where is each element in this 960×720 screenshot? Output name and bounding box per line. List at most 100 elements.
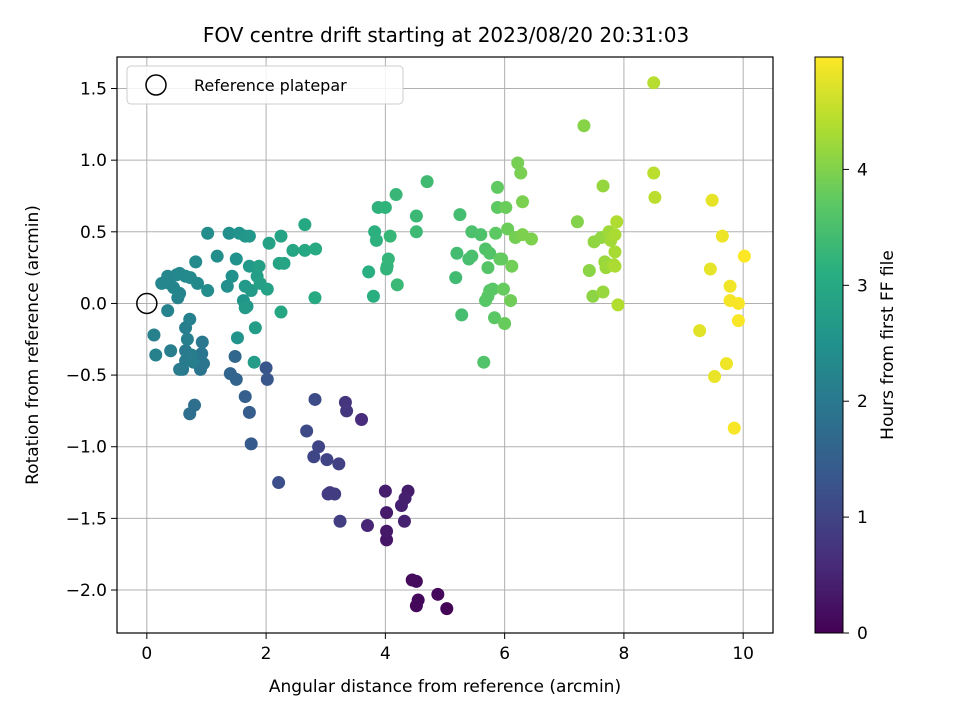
colorbar-tick-label: 3 — [857, 276, 868, 296]
data-point — [495, 252, 509, 266]
data-point — [308, 291, 322, 305]
data-point — [481, 261, 495, 275]
x-tick-label: 10 — [732, 644, 754, 664]
data-point — [389, 188, 403, 202]
x-axis-ticks: 0 2 4 6 8 10 — [141, 633, 754, 664]
data-point — [608, 259, 622, 273]
y-tick-label: 0.5 — [80, 223, 107, 243]
data-point — [477, 355, 491, 369]
data-point — [647, 76, 661, 90]
y-tick-label: 1.0 — [80, 151, 107, 171]
data-point — [230, 331, 244, 345]
data-point — [524, 232, 538, 246]
data-point — [449, 271, 463, 285]
data-point — [420, 175, 434, 189]
data-point — [499, 200, 513, 214]
data-point — [570, 215, 584, 229]
data-point — [161, 304, 175, 318]
data-point — [369, 233, 383, 247]
data-point — [511, 156, 525, 170]
data-point — [610, 215, 624, 229]
data-point — [321, 487, 335, 501]
legend-reference-icon — [145, 74, 167, 96]
data-point — [220, 279, 234, 293]
legend-box — [126, 65, 404, 105]
data-point — [272, 476, 286, 490]
scatter-points — [147, 76, 751, 616]
data-point — [723, 279, 737, 293]
data-point — [242, 405, 256, 419]
data-point — [260, 372, 274, 386]
data-point — [450, 246, 464, 260]
data-point — [274, 305, 288, 319]
data-point — [286, 243, 300, 257]
data-point — [298, 218, 312, 232]
colorbar-ticks: 0 1 2 3 4 — [843, 160, 868, 644]
data-point — [727, 421, 741, 435]
data-point — [201, 284, 215, 298]
data-point — [381, 252, 395, 266]
data-point — [514, 166, 528, 180]
data-point — [705, 193, 719, 207]
y-tick-label: −1.5 — [66, 509, 107, 529]
data-point — [390, 278, 404, 292]
data-point — [262, 236, 276, 250]
reference-platepar-marker — [136, 292, 158, 315]
colorbar-gradient — [814, 56, 844, 634]
data-point — [489, 226, 503, 240]
chart-title: FOV centre drift starting at 2023/08/20 … — [203, 23, 689, 47]
data-point — [186, 355, 200, 369]
data-point — [252, 259, 266, 273]
data-point — [242, 259, 256, 273]
data-point — [608, 245, 622, 259]
data-point — [309, 242, 323, 256]
data-point — [731, 314, 745, 328]
data-point — [244, 284, 258, 298]
data-point — [242, 229, 256, 243]
data-point — [225, 269, 239, 283]
data-point — [703, 262, 717, 276]
data-point — [409, 225, 423, 239]
data-point — [277, 256, 291, 270]
data-point — [490, 180, 504, 194]
data-point — [453, 208, 467, 222]
data-point — [164, 344, 178, 358]
data-point — [229, 252, 243, 266]
data-point — [596, 285, 610, 299]
data-point — [693, 324, 707, 338]
data-point — [312, 440, 326, 454]
data-point — [648, 190, 662, 204]
data-point — [307, 450, 321, 464]
data-point — [455, 308, 469, 322]
x-tick-label: 4 — [380, 644, 391, 664]
data-point — [380, 262, 394, 276]
y-tick-label: −1.0 — [66, 438, 107, 458]
data-point — [362, 265, 376, 279]
plot-frame — [116, 56, 774, 634]
data-point — [195, 347, 209, 361]
data-point — [238, 301, 252, 315]
data-point — [210, 249, 224, 263]
colorbar: 0 1 2 3 4 Hours from first FF file — [814, 56, 898, 644]
data-point — [731, 296, 745, 310]
data-point — [223, 367, 237, 381]
y-axis-ticks: −2.0 −1.5 −1.0 −0.5 0.0 0.5 1.0 1.5 — [66, 80, 117, 601]
data-point — [498, 317, 512, 331]
data-point — [259, 361, 273, 375]
data-point — [149, 348, 163, 362]
data-point — [465, 249, 479, 263]
data-point — [355, 413, 369, 427]
data-point — [474, 228, 488, 242]
data-point — [180, 332, 194, 346]
data-point — [440, 602, 454, 616]
data-point — [320, 453, 334, 467]
x-tick-label: 0 — [141, 644, 152, 664]
data-point — [409, 209, 423, 223]
data-point — [715, 229, 729, 243]
data-point — [300, 424, 314, 438]
colorbar-tick-label: 4 — [857, 160, 868, 180]
grid-lines — [117, 57, 773, 633]
legend: Reference platepar — [126, 65, 404, 105]
data-point — [298, 243, 312, 257]
